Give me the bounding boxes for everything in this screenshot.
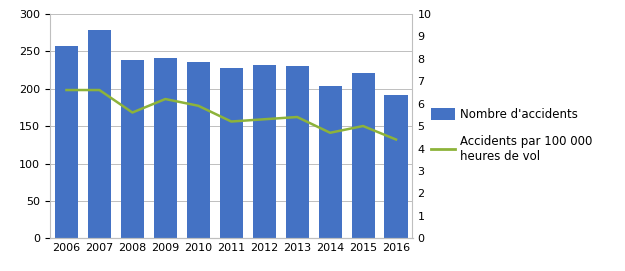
Legend: Nombre d'accidents, Accidents par 100 000
heures de vol: Nombre d'accidents, Accidents par 100 00… <box>431 108 592 163</box>
Bar <box>384 95 408 238</box>
Bar <box>319 86 342 238</box>
Bar <box>220 68 243 238</box>
Bar <box>351 73 374 238</box>
Bar <box>154 58 177 238</box>
Bar <box>286 66 309 238</box>
Bar <box>121 60 144 238</box>
Bar <box>253 65 276 238</box>
Bar <box>88 30 111 238</box>
Bar <box>55 46 78 238</box>
Bar <box>187 62 210 238</box>
